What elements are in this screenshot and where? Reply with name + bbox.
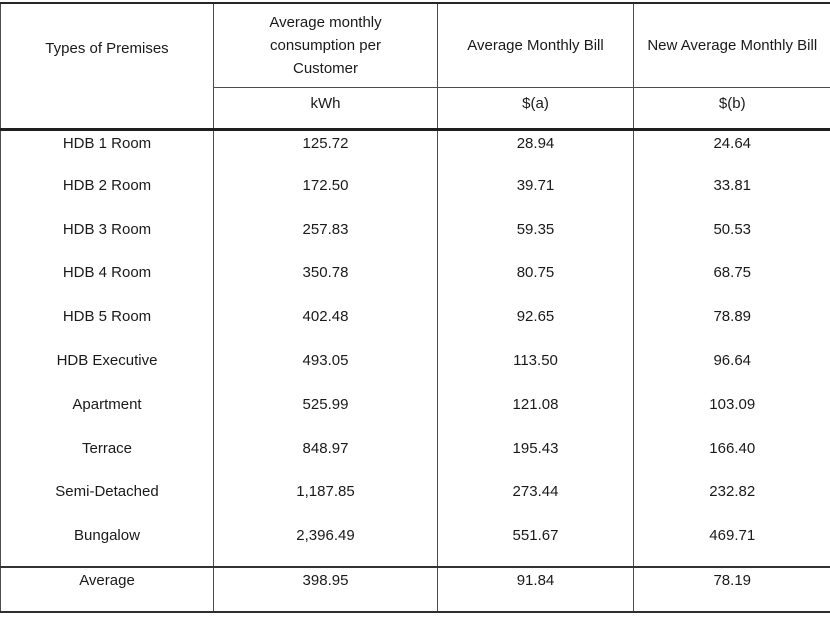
premises-cell: HDB 4 Room [0, 260, 214, 305]
summary-bill-b: 78.19 [633, 565, 830, 612]
kwh-cell: 125.72 [213, 129, 438, 173]
table-row: Semi-Detached 1,187.85 273.44 232.82 [0, 479, 830, 524]
premises-cell: HDB Executive [0, 347, 214, 392]
premises-cell: Semi-Detached [0, 479, 214, 524]
bill-b-cell: 50.53 [633, 216, 830, 261]
bill-b-cell: 33.81 [633, 172, 830, 217]
table-row: Bungalow 2,396.49 551.67 469.71 [0, 523, 830, 567]
bill-a-cell: 28.94 [437, 129, 634, 173]
table-row: HDB 1 Room 125.72 28.94 24.64 [0, 129, 830, 173]
kwh-cell: 402.48 [213, 304, 438, 348]
unit-kwh: kWh [213, 87, 438, 131]
bill-a-cell: 39.71 [437, 172, 634, 217]
premises-cell: HDB 5 Room [0, 304, 214, 348]
kwh-cell: 257.83 [213, 216, 438, 261]
table-row: Apartment 525.99 121.08 103.09 [0, 391, 830, 436]
bill-b-cell: 78.89 [633, 304, 830, 348]
kwh-cell: 172.50 [213, 172, 438, 217]
bill-b-cell: 232.82 [633, 479, 830, 524]
table-row: HDB 3 Room 257.83 59.35 50.53 [0, 216, 830, 261]
kwh-cell: 525.99 [213, 391, 438, 436]
bill-b-cell: 103.09 [633, 391, 830, 436]
summary-kwh: 398.95 [213, 565, 438, 612]
kwh-cell: 1,187.85 [213, 479, 438, 524]
premises-cell: Bungalow [0, 523, 214, 567]
summary-label: Average [0, 565, 214, 612]
bill-a-cell: 121.08 [437, 391, 634, 436]
bill-b-cell: 24.64 [633, 129, 830, 173]
unit-dollar-a: $(a) [437, 87, 634, 131]
table-row: HDB 2 Room 172.50 39.71 33.81 [0, 172, 830, 217]
premises-cell: HDB 3 Room [0, 216, 214, 261]
bill-b-cell: 68.75 [633, 260, 830, 305]
kwh-cell: 350.78 [213, 260, 438, 305]
kwh-cell: 493.05 [213, 347, 438, 392]
table-row: HDB Executive 493.05 113.50 96.64 [0, 347, 830, 392]
bill-b-cell: 469.71 [633, 523, 830, 567]
table-row: HDB 4 Room 350.78 80.75 68.75 [0, 260, 830, 305]
units-row: kWh $(a) $(b) [1, 87, 830, 131]
summary-row: Average 398.95 91.84 78.19 [0, 565, 830, 612]
bill-a-cell: 113.50 [437, 347, 634, 392]
header-types-of-premises: Types of Premises [0, 3, 214, 131]
bill-a-cell: 80.75 [437, 260, 634, 305]
bill-a-cell: 59.35 [437, 216, 634, 261]
header-avg-monthly-consumption: Average monthly consumption per Customer [213, 3, 438, 88]
premises-cell: Terrace [0, 435, 214, 480]
unit-dollar-b: $(b) [633, 87, 830, 131]
bill-b-cell: 96.64 [633, 347, 830, 392]
premises-cell: Apartment [0, 391, 214, 436]
bill-a-cell: 195.43 [437, 435, 634, 480]
summary-bill-a: 91.84 [437, 565, 634, 612]
bill-a-cell: 92.65 [437, 304, 634, 348]
bill-a-cell: 273.44 [437, 479, 634, 524]
premises-cell: HDB 2 Room [0, 172, 214, 217]
table-row: Terrace 848.97 195.43 166.40 [0, 435, 830, 480]
bill-a-cell: 551.67 [437, 523, 634, 567]
bill-b-cell: 166.40 [633, 435, 830, 480]
kwh-cell: 848.97 [213, 435, 438, 480]
header-row: Types of Premises Average monthly consum… [0, 3, 830, 131]
header-avg-monthly-bill: Average Monthly Bill [437, 3, 634, 88]
header-new-avg-monthly-bill: New Average Monthly Bill [633, 3, 830, 88]
table-row: HDB 5 Room 402.48 92.65 78.89 [0, 304, 830, 348]
kwh-cell: 2,396.49 [213, 523, 438, 567]
premises-cell: HDB 1 Room [0, 129, 214, 173]
